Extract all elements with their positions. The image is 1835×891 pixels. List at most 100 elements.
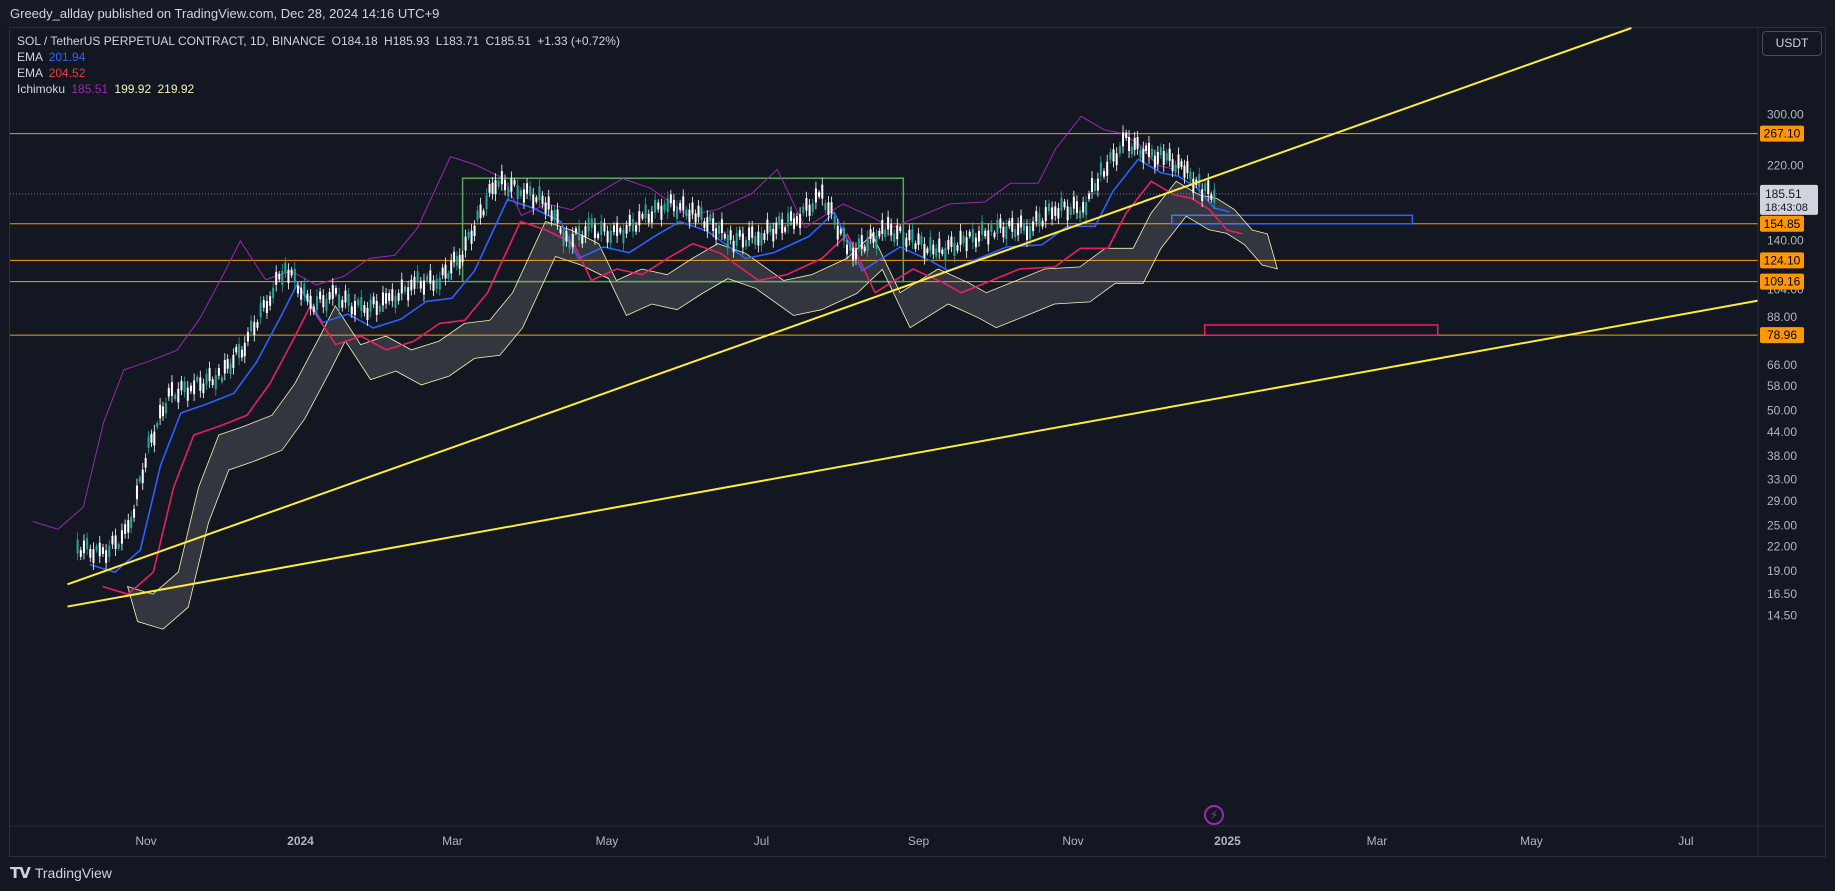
chart-legend: SOL / TetherUS PERPETUAL CONTRACT, 1D, B… bbox=[17, 33, 620, 97]
ichimoku-value-2: 199.92 bbox=[114, 82, 152, 96]
x-tick-label: Mar bbox=[442, 834, 463, 848]
candle-body bbox=[766, 219, 769, 234]
candle-body bbox=[1051, 207, 1054, 220]
candle-body bbox=[1177, 154, 1180, 169]
candle-body bbox=[98, 542, 101, 557]
candle-body bbox=[89, 548, 92, 558]
symbol-row[interactable]: SOL / TetherUS PERPETUAL CONTRACT, 1D, B… bbox=[17, 33, 620, 49]
candle-body bbox=[849, 243, 852, 251]
candle-body bbox=[987, 230, 990, 245]
candle-body bbox=[467, 231, 470, 238]
candle-body bbox=[744, 239, 747, 247]
candle-body bbox=[1069, 207, 1072, 215]
candle-body bbox=[397, 293, 400, 301]
candle-body bbox=[956, 245, 959, 251]
close-label: C bbox=[485, 34, 495, 48]
candle-body bbox=[167, 387, 170, 397]
candle-body bbox=[1192, 178, 1195, 193]
candle-body bbox=[872, 232, 875, 243]
ema-slow-row[interactable]: EMA 204.52 bbox=[17, 65, 620, 81]
candle-body bbox=[881, 219, 884, 234]
candle-body bbox=[1213, 189, 1216, 203]
candle-body bbox=[144, 458, 147, 468]
candle-body bbox=[1096, 178, 1099, 191]
candle-body bbox=[259, 303, 262, 318]
candle-body bbox=[253, 321, 256, 335]
candle-body bbox=[1072, 196, 1075, 209]
candle-body bbox=[156, 423, 159, 428]
footer-brand-text: TradingView bbox=[34, 865, 112, 881]
candle-body bbox=[1180, 161, 1183, 167]
candle-body bbox=[92, 549, 95, 563]
candle-body bbox=[878, 230, 881, 237]
candle-body bbox=[827, 202, 830, 215]
candle-body bbox=[378, 306, 381, 312]
candle-body bbox=[1189, 171, 1192, 180]
candle-body bbox=[914, 243, 917, 250]
candle-body bbox=[338, 294, 341, 309]
candle-body bbox=[1063, 201, 1066, 208]
candle-body bbox=[246, 331, 249, 342]
ichimoku-row[interactable]: Ichimoku 185.51 199.92 219.92 bbox=[17, 81, 620, 97]
currency-button[interactable]: USDT bbox=[1762, 31, 1822, 56]
symbol-name[interactable]: SOL / TetherUS PERPETUAL CONTRACT, 1D, B… bbox=[17, 34, 326, 48]
candle-body bbox=[306, 293, 309, 302]
candle-body bbox=[208, 368, 211, 382]
candle-body bbox=[357, 299, 360, 306]
level-price-tag bbox=[1760, 327, 1804, 344]
candle-body bbox=[999, 218, 1002, 229]
candle-body bbox=[953, 243, 956, 257]
candle-body bbox=[600, 221, 603, 235]
candle-body bbox=[199, 377, 202, 391]
candle-body bbox=[183, 381, 186, 393]
candle-body bbox=[1066, 206, 1069, 221]
candle-body bbox=[303, 283, 306, 296]
level-price-label: 78.96 bbox=[1767, 328, 1797, 342]
ema-fast-row[interactable]: EMA 201.94 bbox=[17, 49, 620, 65]
candle-body bbox=[550, 210, 553, 221]
ichimoku-label: Ichimoku bbox=[17, 82, 66, 96]
candle-body bbox=[220, 377, 223, 382]
candle-body bbox=[369, 299, 372, 312]
candle-body bbox=[422, 280, 425, 295]
candle-body bbox=[616, 222, 619, 237]
candle-body bbox=[1035, 211, 1038, 222]
candle-body bbox=[526, 183, 529, 194]
candle-body bbox=[679, 203, 682, 210]
low-label: L bbox=[435, 34, 443, 48]
candle-body bbox=[666, 198, 669, 213]
candle-body bbox=[1103, 171, 1106, 177]
candle-body bbox=[269, 296, 272, 306]
tradingview-logo-icon: 𝗧𝗩 bbox=[10, 865, 31, 882]
candle-body bbox=[416, 271, 419, 284]
ema-slow-label: EMA bbox=[17, 66, 43, 80]
candle-body bbox=[852, 247, 855, 261]
x-tick-label: 2025 bbox=[1214, 834, 1241, 848]
candle-body bbox=[538, 186, 541, 201]
candle-body bbox=[597, 233, 600, 239]
candle-body bbox=[769, 225, 772, 232]
candle-body bbox=[1060, 197, 1063, 211]
candle-body bbox=[751, 226, 754, 238]
lightning-icon[interactable]: ⚡ bbox=[1204, 805, 1224, 825]
candle-body bbox=[232, 354, 235, 368]
candle-body bbox=[334, 288, 337, 294]
ema-fast-line bbox=[89, 158, 1230, 574]
candle-body bbox=[1115, 153, 1118, 166]
candle-body bbox=[663, 203, 666, 211]
candle-body bbox=[138, 477, 141, 482]
candle-body bbox=[256, 322, 259, 328]
candle-body bbox=[993, 232, 996, 238]
candle-body bbox=[635, 224, 638, 232]
trend-line bbox=[67, 299, 1759, 608]
chart-frame[interactable] bbox=[9, 27, 1826, 857]
plot-area: 300.00220.00140.00104.0088.0066.0058.005… bbox=[10, 27, 1826, 856]
candle-body bbox=[164, 402, 167, 414]
candle-body bbox=[717, 225, 720, 234]
candle-body bbox=[124, 524, 127, 534]
candle-body bbox=[497, 180, 500, 187]
candle-body bbox=[86, 538, 89, 550]
candle-body bbox=[529, 186, 532, 196]
x-tick-label: Jul bbox=[1678, 834, 1693, 848]
